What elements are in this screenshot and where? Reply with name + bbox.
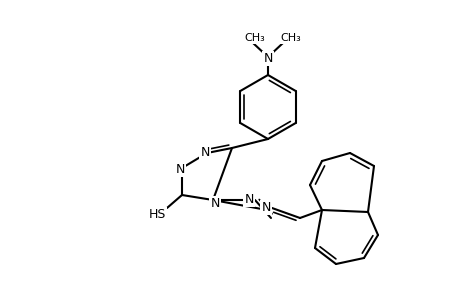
Text: N: N <box>210 197 219 210</box>
Text: CH₃: CH₃ <box>244 33 265 43</box>
Text: N: N <box>261 201 270 214</box>
Text: N: N <box>200 146 209 159</box>
Text: CH₃: CH₃ <box>280 33 301 43</box>
Text: HS: HS <box>148 208 165 221</box>
Text: N: N <box>175 163 184 176</box>
Text: N: N <box>263 52 272 65</box>
Text: N: N <box>244 193 253 206</box>
